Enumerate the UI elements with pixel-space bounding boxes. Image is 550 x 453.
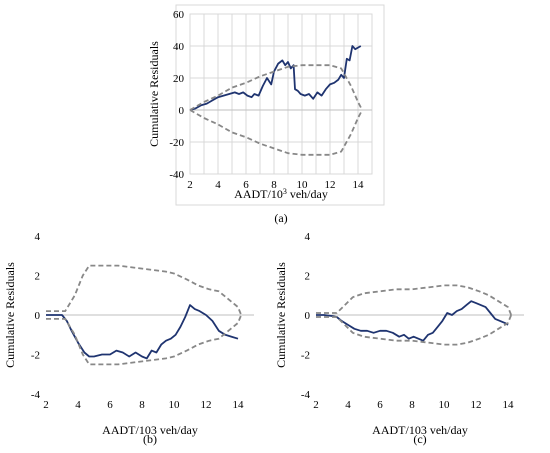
panel-label: (a) — [274, 211, 287, 225]
x-axis-label: AADT/103 veh/day — [234, 187, 328, 201]
x-tick-label: 12 — [471, 399, 482, 411]
x-tick-label: 4 — [215, 179, 221, 191]
y-tick-label: 2 — [305, 271, 311, 283]
x-tick-label: 6 — [243, 179, 249, 191]
x-tick-label: 2 — [313, 399, 319, 411]
x-axis-label-exponent: 3 — [283, 187, 287, 196]
series-line-cumulative-residuals — [46, 304, 239, 360]
plot-area-border — [189, 13, 373, 175]
chart-panel-c: -4 -2 0 2 4 2 4 6 8 10 12 14 Cumulative Residuals AAD… — [274, 231, 524, 446]
y-tick-label: 40 — [173, 41, 185, 53]
y-tick-label: -4 — [31, 389, 41, 401]
chart-panel-b: -4 -2 0 2 4 2 4 6 8 10 12 14 Cumulative Residuals AAD… — [3, 231, 254, 446]
x-tick-label: 6 — [377, 399, 383, 411]
x-tick-label: 14 — [503, 399, 515, 411]
y-tick-label: -20 — [169, 137, 184, 149]
x-tick-label: 2 — [43, 399, 49, 411]
x-axis-label-unit: veh/day — [287, 187, 328, 201]
y-tick-label: -40 — [169, 169, 184, 181]
y-axis-label: Cumulative Residuals — [147, 41, 161, 147]
y-tick-label: 20 — [173, 73, 185, 85]
y-tick-label: 2 — [35, 271, 41, 283]
x-tick-label: 4 — [345, 399, 351, 411]
y-tick-label: -2 — [301, 350, 310, 362]
y-tick-label: 4 — [35, 231, 41, 243]
panel-frame — [175, 4, 385, 206]
x-tick-label: 8 — [271, 179, 277, 191]
panel-label: (c) — [413, 432, 426, 446]
x-tick-label: 12 — [325, 179, 336, 191]
x-tick-label: 8 — [409, 399, 415, 411]
series-line-upper-bound — [46, 264, 243, 316]
x-tick-label: 8 — [139, 399, 145, 411]
y-axis-label: Cumulative Residuals — [3, 262, 17, 368]
y-tick-label: 0 — [305, 310, 311, 322]
x-tick-label: 10 — [169, 399, 181, 411]
chart-panel-a: -40 -20 0 20 40 60 2 4 6 8 10 12 14 Cumulative Residu… — [147, 4, 385, 225]
x-axis-label: AADT/103 veh/day — [102, 423, 198, 437]
panel-label: (b) — [143, 432, 157, 446]
series-line-lower-bound — [189, 109, 363, 156]
x-tick-label: 12 — [201, 399, 212, 411]
x-axis-label-base: AADT/10 — [234, 187, 283, 201]
x-tick-label: 6 — [107, 399, 113, 411]
x-tick-label: 2 — [187, 179, 193, 191]
series-line-lower-bound — [46, 314, 243, 366]
series-line-cumulative-residuals — [189, 45, 362, 111]
x-tick-label: 10 — [439, 399, 451, 411]
y-tick-label: -4 — [301, 389, 311, 401]
y-tick-label: 0 — [179, 105, 185, 117]
x-axis-label: AADT/103 veh/day — [372, 423, 468, 437]
series-line-cumulative-residuals — [316, 300, 509, 342]
series-line-upper-bound — [189, 64, 363, 111]
y-tick-label: 60 — [173, 9, 185, 21]
y-axis-label: Cumulative Residuals — [274, 262, 288, 368]
series-line-lower-bound — [316, 314, 513, 346]
y-tick-label: 4 — [305, 231, 311, 243]
y-tick-label: 0 — [35, 310, 41, 322]
x-tick-label: 14 — [233, 399, 245, 411]
series-line-upper-bound — [316, 284, 513, 316]
y-tick-label: -2 — [31, 350, 40, 362]
x-tick-label: 14 — [353, 179, 365, 191]
x-tick-label: 4 — [75, 399, 81, 411]
x-tick-label: 10 — [297, 179, 309, 191]
